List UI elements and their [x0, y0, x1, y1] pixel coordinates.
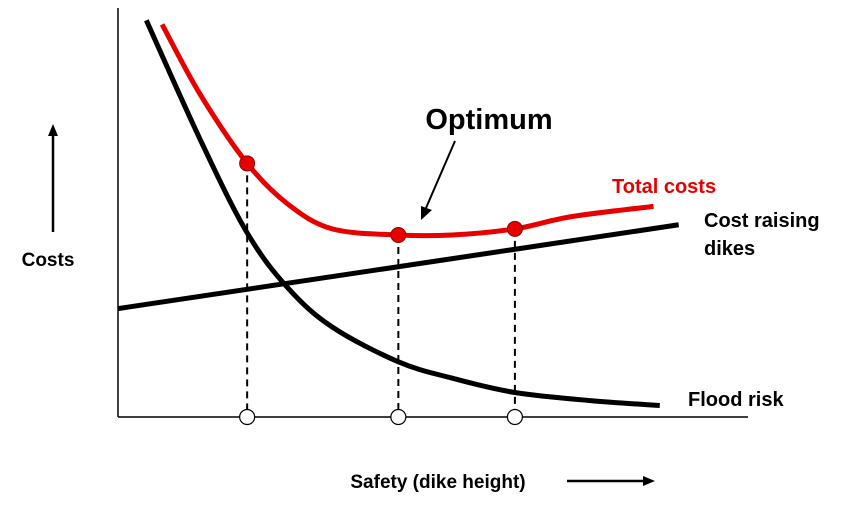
total-costs-curve [159, 23, 654, 239]
flood-risk-curve [144, 19, 660, 408]
y-axis-arrowhead [48, 124, 58, 136]
series-labels: Total costs Cost raising dikes Flood risk [612, 176, 820, 411]
x-axis-arrowhead [643, 476, 655, 486]
total-costs-label: Total costs [612, 176, 716, 198]
optimum-arrowhead [421, 206, 432, 220]
x-axis-marker-3 [506, 408, 524, 426]
total-cost-point-1 [239, 155, 256, 172]
markers [239, 155, 524, 426]
y-axis-label: Costs [22, 250, 75, 271]
total-cost-point-2 [390, 226, 407, 243]
curves [117, 19, 680, 408]
x-axis-marker-2 [390, 408, 407, 426]
axes [117, 8, 748, 418]
flood-risk-label: Flood risk [688, 389, 784, 411]
optimum-annotation: Optimum [425, 104, 552, 136]
total-cost-point-3 [506, 220, 523, 237]
cost-raising-dikes-label: Cost raising dikes [704, 210, 820, 260]
cost-raising-dikes-curve [117, 222, 680, 312]
optimum-arrow [425, 140, 456, 209]
x-axis-label: Safety (dike height) [350, 472, 525, 493]
x-axis-marker-1 [239, 408, 256, 426]
